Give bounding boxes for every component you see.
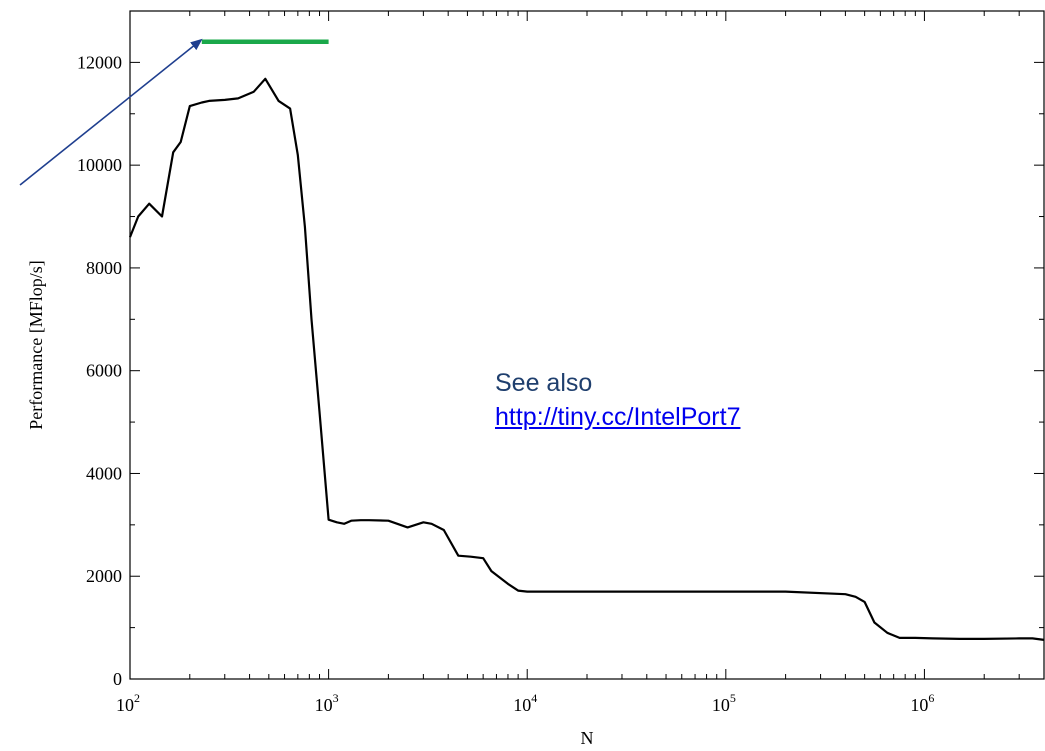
x-tick-label: 105 <box>712 691 736 715</box>
performance-line <box>128 77 1045 641</box>
x-tick-label: 103 <box>315 691 339 715</box>
x-tick-label: 106 <box>910 691 934 715</box>
x-tick-base: 10 <box>513 695 531 715</box>
annotation-text: See also http://tiny.cc/IntelPort7 <box>495 366 740 434</box>
x-tick-base: 10 <box>315 695 333 715</box>
x-axis-title: N <box>581 728 594 748</box>
annotation-arrow <box>19 38 203 186</box>
x-tick-exponent: 3 <box>333 691 339 705</box>
x-tick-label: 102 <box>116 691 140 715</box>
x-tick-label: 104 <box>513 691 537 715</box>
x-tick-base: 10 <box>116 695 134 715</box>
x-tick-base: 10 <box>910 695 928 715</box>
y-tick-label: 12000 <box>77 52 122 72</box>
x-tick-exponent: 2 <box>134 691 140 705</box>
y-axis-title: Performance [MFlop/s] <box>26 260 46 429</box>
y-tick-label: 8000 <box>86 258 122 278</box>
major-ticks <box>129 11 1044 680</box>
y-tick-label: 6000 <box>86 361 122 381</box>
y-tick-labels: 0 2000 4000 6000 8000 10000 12000 <box>77 52 122 689</box>
y-tick-label: 4000 <box>86 463 122 483</box>
x-tick-exponent: 4 <box>531 691 537 705</box>
series-layer <box>128 39 1045 641</box>
plot-frame <box>129 10 1045 680</box>
x-tick-labels: 102 103 104 105 106 <box>116 691 934 715</box>
x-tick-exponent: 5 <box>730 691 736 705</box>
y-tick-label: 2000 <box>86 566 122 586</box>
x-tick-base: 10 <box>712 695 730 715</box>
minor-ticks <box>130 11 1045 679</box>
y-tick-label: 10000 <box>77 155 122 175</box>
annotation-link[interactable]: http://tiny.cc/IntelPort7 <box>495 403 741 431</box>
annotation-see-also: See also <box>495 369 593 397</box>
y-tick-label: 0 <box>113 669 122 689</box>
x-tick-exponent: 6 <box>928 691 934 705</box>
